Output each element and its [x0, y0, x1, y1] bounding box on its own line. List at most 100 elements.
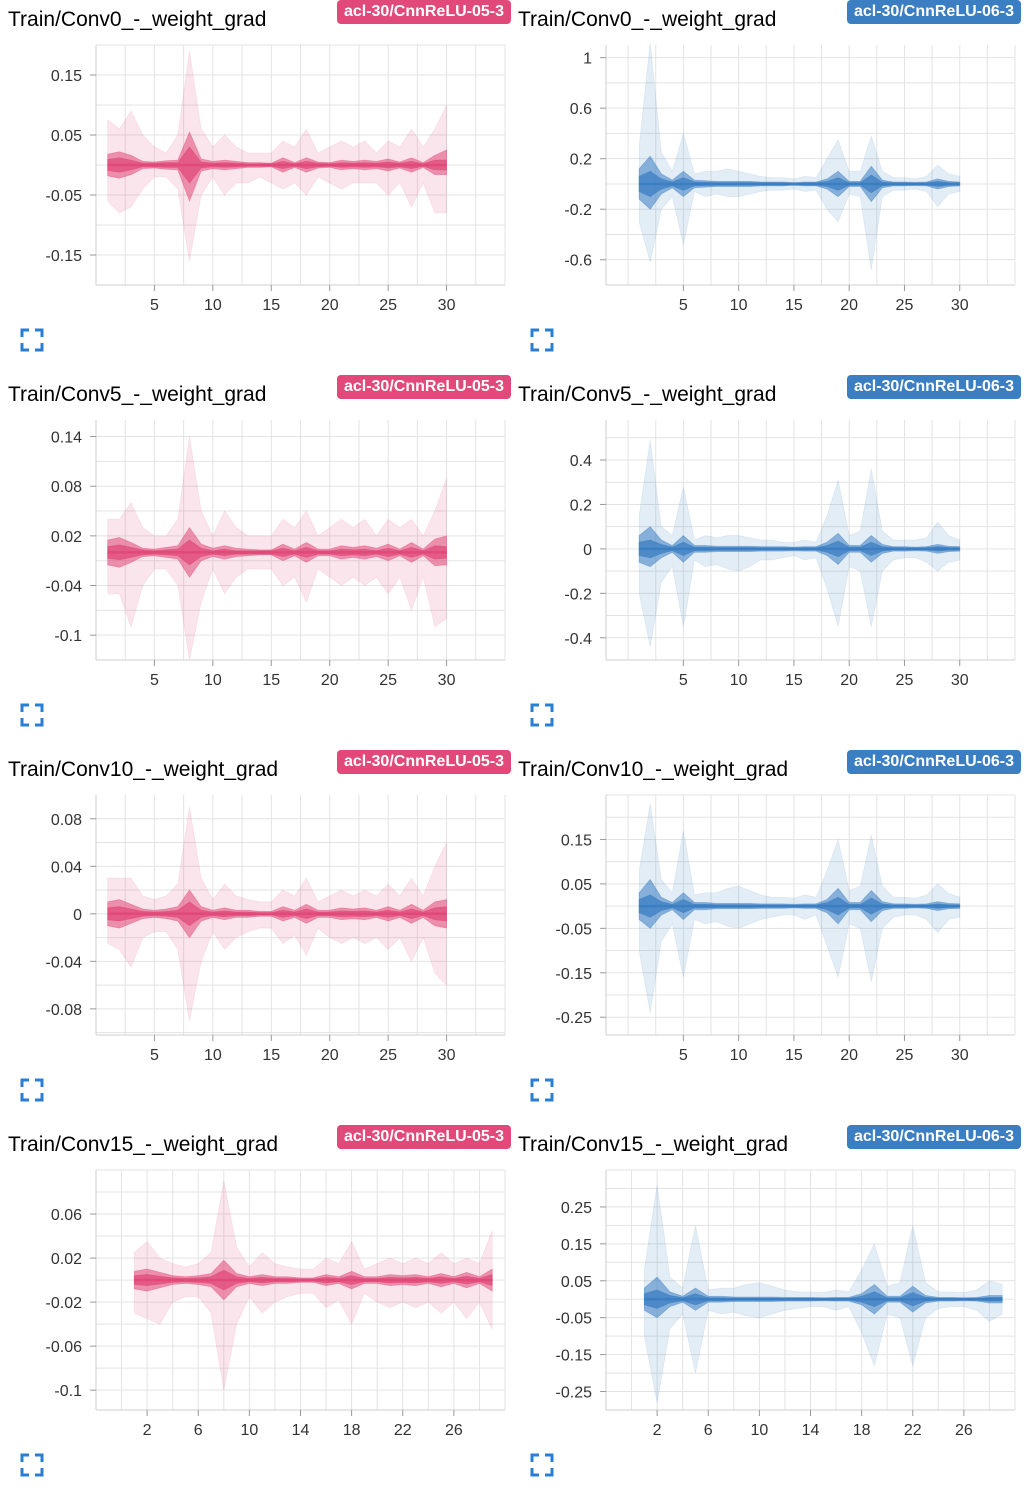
distribution-band — [638, 803, 961, 1013]
x-tick-label: 5 — [679, 297, 688, 314]
y-tick-label: 0.08 — [51, 479, 82, 496]
x-tick-label: 5 — [150, 672, 159, 689]
x-tick-label: 15 — [262, 297, 280, 314]
histogram-plot[interactable]: 0.08 0.04 0 -0.04 -0.08 5 10 15 20 25 30 — [8, 790, 513, 1070]
x-tick-label: 30 — [951, 1047, 969, 1064]
x-tick-label: 5 — [150, 1047, 159, 1064]
x-tick-label: 25 — [379, 672, 397, 689]
x-tick-label: 10 — [204, 672, 222, 689]
y-tick-label: -0.05 — [556, 1311, 593, 1328]
x-tick-label: 26 — [955, 1422, 973, 1439]
y-tick-label: 0.6 — [570, 101, 592, 118]
x-tick-label: 20 — [321, 1047, 339, 1064]
x-tick-label: 20 — [321, 672, 339, 689]
y-tick-label: -0.2 — [564, 586, 592, 603]
y-tick-label: 0.08 — [51, 812, 82, 829]
x-tick-label: 20 — [321, 297, 339, 314]
y-tick-label: 0.04 — [51, 859, 82, 876]
y-tick-label: 0.2 — [570, 497, 592, 514]
x-tick-label: 30 — [438, 672, 456, 689]
fullscreen-expand-icon[interactable] — [20, 1453, 44, 1477]
x-tick-label: 15 — [262, 1047, 280, 1064]
x-tick-label: 15 — [785, 1047, 803, 1064]
chart-title: Train/Conv15_-_weight_grad — [8, 1133, 279, 1156]
x-tick-label: 30 — [438, 297, 456, 314]
y-tick-label: 0.05 — [51, 128, 82, 145]
x-tick-label: 10 — [730, 297, 748, 314]
y-tick-label: 0.25 — [561, 1200, 592, 1217]
distribution-band — [638, 155, 961, 210]
histogram-plot[interactable]: 0.4 0.2 0 -0.2 -0.4 5 10 15 20 25 30 — [518, 415, 1023, 695]
y-tick-label: 0.15 — [561, 832, 592, 849]
y-tick-label: -0.25 — [556, 1385, 593, 1402]
chart-card: Train/Conv0_-_weight_grad acl-30/CnnReLU-… — [518, 0, 1023, 370]
chart-card: Train/Conv15_-_weight_grad acl-30/CnnReLU… — [8, 1125, 513, 1495]
histogram-plot[interactable]: 0.15 0.05 -0.05 -0.15 -0.25 5 10 15 20 25 30 — [518, 790, 1023, 1070]
distribution-band — [133, 1180, 493, 1391]
fullscreen-expand-icon[interactable] — [20, 703, 44, 727]
y-tick-label: -0.15 — [556, 966, 593, 983]
fullscreen-expand-icon[interactable] — [530, 703, 554, 727]
fullscreen-expand-icon[interactable] — [530, 1453, 554, 1477]
y-tick-label: -0.15 — [556, 1348, 593, 1365]
chart-card: Train/Conv5_-_weight_grad acl-30/CnnReLU-… — [518, 375, 1023, 745]
run-badge: acl-30/CnnReLU-05-3 — [336, 375, 511, 399]
x-tick-label: 14 — [292, 1422, 310, 1439]
x-tick-label: 30 — [438, 1047, 456, 1064]
y-tick-label: -0.1 — [54, 628, 82, 645]
x-tick-label: 2 — [143, 1422, 152, 1439]
y-tick-label: -0.25 — [556, 1010, 593, 1027]
y-tick-label: -0.05 — [46, 188, 83, 205]
histogram-plot[interactable]: 1 0.6 0.2 -0.2 -0.6 5 10 15 20 25 30 — [518, 40, 1023, 320]
x-tick-label: 18 — [343, 1422, 361, 1439]
x-tick-label: 15 — [262, 672, 280, 689]
distribution-band — [643, 1276, 1003, 1319]
y-tick-label: 0.05 — [561, 1274, 592, 1291]
chart-title: Train/Conv0_-_weight_grad — [518, 8, 777, 31]
fullscreen-expand-icon[interactable] — [20, 328, 44, 352]
histogram-plot[interactable]: 0.060.02-0.02-0.06-0.12 6 10 14 18 22 26 — [8, 1165, 513, 1445]
x-tick-label: 6 — [194, 1422, 203, 1439]
histogram-plot[interactable]: 0.15 0.05 -0.05 -0.15 5 10 15 20 25 30 — [8, 40, 513, 320]
y-tick-label: 0.14 — [51, 430, 82, 447]
run-badge: acl-30/CnnReLU-06-3 — [846, 750, 1021, 774]
run-badge: acl-30/CnnReLU-06-3 — [846, 1125, 1021, 1149]
chart-card: Train/Conv0_-_weight_grad acl-30/CnnReLU-… — [8, 0, 513, 370]
x-tick-label: 6 — [704, 1422, 713, 1439]
chart-title: Train/Conv5_-_weight_grad — [518, 383, 777, 406]
y-tick-label: -0.05 — [556, 921, 593, 938]
fullscreen-expand-icon[interactable] — [530, 328, 554, 352]
run-badge: acl-30/CnnReLU-06-3 — [846, 375, 1021, 399]
x-tick-label: 22 — [394, 1422, 412, 1439]
x-tick-label: 25 — [379, 297, 397, 314]
y-tick-label: 0.2 — [570, 152, 592, 169]
x-tick-label: 25 — [896, 297, 914, 314]
fullscreen-expand-icon[interactable] — [530, 1078, 554, 1102]
y-tick-label: -0.6 — [564, 253, 592, 270]
y-tick-label: 0 — [583, 542, 592, 559]
chart-title: Train/Conv0_-_weight_grad — [8, 8, 267, 31]
x-tick-label: 30 — [951, 297, 969, 314]
histogram-plot[interactable]: 0.14 0.08 0.02 -0.04 -0.1 5 10 15 20 25 30 — [8, 415, 513, 695]
distribution-band — [638, 42, 961, 270]
x-tick-label: 10 — [240, 1422, 258, 1439]
y-tick-label: 0.05 — [561, 877, 592, 894]
x-tick-label: 20 — [840, 672, 858, 689]
y-tick-label: 0.02 — [51, 1251, 82, 1268]
x-tick-label: 15 — [785, 672, 803, 689]
x-tick-label: 10 — [750, 1422, 768, 1439]
x-tick-label: 25 — [896, 1047, 914, 1064]
run-badge: acl-30/CnnReLU-05-3 — [336, 750, 511, 774]
y-tick-label: 1 — [583, 51, 592, 68]
y-tick-label: -0.2 — [564, 202, 592, 219]
x-tick-label: 22 — [904, 1422, 922, 1439]
y-tick-label: -0.02 — [46, 1295, 83, 1312]
x-tick-label: 10 — [730, 672, 748, 689]
x-tick-label: 5 — [679, 672, 688, 689]
x-tick-label: 18 — [853, 1422, 871, 1439]
y-tick-label: 0.06 — [51, 1207, 82, 1224]
x-tick-label: 20 — [840, 297, 858, 314]
run-badge: acl-30/CnnReLU-05-3 — [336, 1125, 511, 1149]
histogram-plot[interactable]: 0.250.150.05-0.05-0.15-0.252 6 10 14 18 22 26 — [518, 1165, 1023, 1445]
fullscreen-expand-icon[interactable] — [20, 1078, 44, 1102]
